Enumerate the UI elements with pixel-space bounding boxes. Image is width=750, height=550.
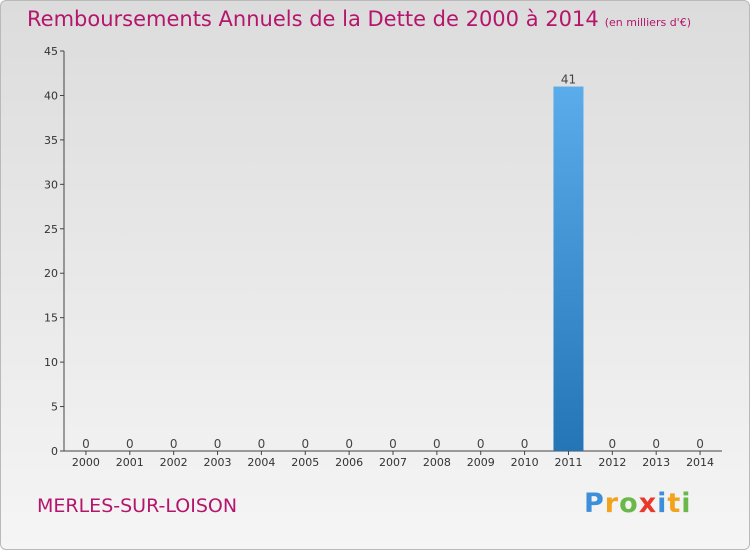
bar bbox=[553, 86, 584, 452]
commune-name: MERLES-SUR-LOISON bbox=[37, 495, 238, 517]
x-tick-label: 2003 bbox=[204, 456, 232, 469]
y-tick-label: 35 bbox=[44, 134, 58, 147]
x-tick-label: 2012 bbox=[598, 456, 626, 469]
y-tick-label: 10 bbox=[44, 356, 58, 369]
data-label: 0 bbox=[301, 437, 309, 451]
x-tick-label: 2014 bbox=[686, 456, 714, 469]
chart-subtitle: (en milliers d'€) bbox=[604, 16, 691, 29]
y-tick-label: 15 bbox=[44, 312, 58, 325]
x-tick-label: 2013 bbox=[642, 456, 670, 469]
chart-title-text: Remboursements Annuels de la Dette de 20… bbox=[27, 7, 599, 31]
data-label: 0 bbox=[609, 437, 617, 451]
x-tick-label: 2000 bbox=[72, 456, 100, 469]
data-label: 0 bbox=[696, 437, 704, 451]
y-tick-label: 5 bbox=[51, 401, 58, 414]
x-tick-label: 2001 bbox=[116, 456, 144, 469]
data-label: 0 bbox=[126, 437, 134, 451]
data-label: 0 bbox=[82, 437, 90, 451]
y-tick-label: 40 bbox=[44, 89, 58, 102]
y-tick-label: 0 bbox=[51, 445, 58, 458]
data-label: 0 bbox=[477, 437, 485, 451]
data-label: 0 bbox=[214, 437, 222, 451]
x-tick-label: 2005 bbox=[291, 456, 319, 469]
x-tick-label: 2002 bbox=[160, 456, 188, 469]
data-label: 0 bbox=[652, 437, 660, 451]
data-label: 0 bbox=[170, 437, 178, 451]
x-tick-label: 2010 bbox=[511, 456, 539, 469]
data-label: 0 bbox=[433, 437, 441, 451]
data-label: 0 bbox=[389, 437, 397, 451]
proxiti-logo: Proxiti bbox=[584, 488, 692, 519]
x-tick-label: 2008 bbox=[423, 456, 451, 469]
x-tick-label: 2007 bbox=[379, 456, 407, 469]
data-label: 0 bbox=[345, 437, 353, 451]
y-tick-label: 30 bbox=[44, 178, 58, 191]
y-tick-label: 20 bbox=[44, 267, 58, 280]
data-label: 41 bbox=[561, 73, 576, 87]
x-tick-label: 2011 bbox=[554, 456, 582, 469]
data-label: 0 bbox=[521, 437, 529, 451]
x-tick-label: 2006 bbox=[335, 456, 363, 469]
y-tick-label: 45 bbox=[44, 45, 58, 58]
chart-title: Remboursements Annuels de la Dette de 20… bbox=[27, 7, 691, 31]
data-label: 0 bbox=[258, 437, 266, 451]
y-tick-label: 25 bbox=[44, 223, 58, 236]
x-tick-label: 2004 bbox=[247, 456, 275, 469]
x-tick-label: 2009 bbox=[467, 456, 495, 469]
